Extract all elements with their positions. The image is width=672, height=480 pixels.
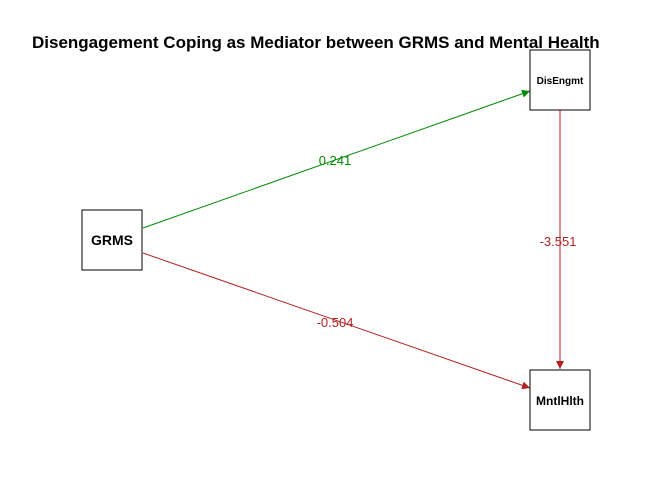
edge-label-disengmt-mntlhlth: -3.551 bbox=[540, 234, 577, 249]
edge-label-grms-disengmt: 0.241 bbox=[319, 153, 352, 168]
node-disengmt-label: DisEngmt bbox=[537, 76, 584, 87]
edge-label-grms-mntlhlth: -0.504 bbox=[317, 315, 354, 330]
edge-grms-to-disengmt bbox=[142, 89, 531, 229]
edge-grms-to-mntlhlth bbox=[142, 252, 531, 390]
node-grms-label: GRMS bbox=[91, 232, 133, 248]
node-mntlhlth-label: MntlHlth bbox=[536, 394, 584, 408]
node-mntlhlth: MntlHlth bbox=[529, 369, 591, 431]
node-disengmt: DisEngmt bbox=[529, 49, 591, 111]
node-grms: GRMS bbox=[81, 209, 143, 271]
diagram-title: Disengagement Coping as Mediator between… bbox=[32, 33, 600, 52]
